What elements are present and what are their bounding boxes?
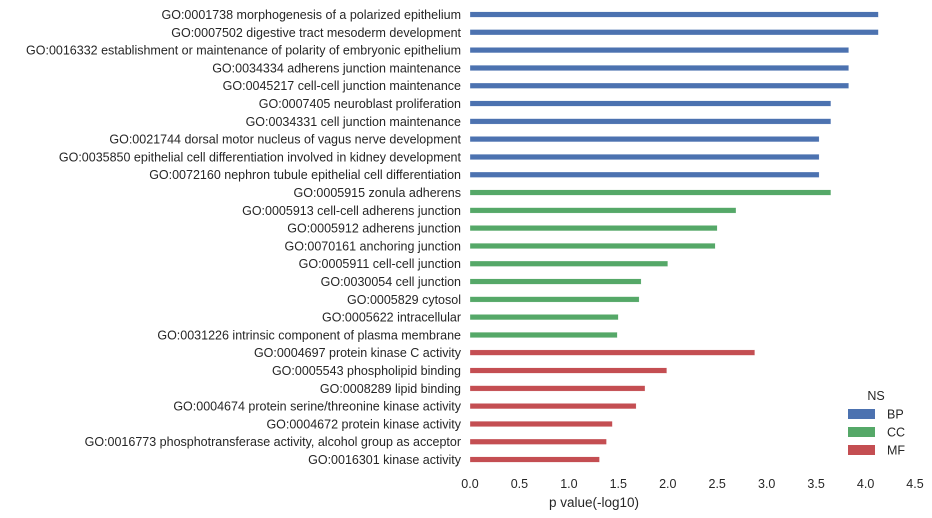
y-tick-label: GO:0005543 phospholipid binding (272, 364, 461, 378)
bar-10 (469, 171, 820, 178)
y-tick-label: GO:0016332 establishment or maintenance … (26, 44, 461, 58)
y-tick-label: GO:0005912 adherens junction (287, 222, 461, 236)
y-tick-label: GO:0005913 cell-cell adherens junction (242, 204, 461, 218)
y-tick-labels: GO:0001738 morphogenesis of a polarized … (26, 8, 462, 467)
y-tick-label: GO:0031226 intrinsic component of plasma… (157, 328, 461, 342)
x-tick-label: 0.0 (461, 477, 478, 491)
x-axis-label: p value(-log10) (549, 495, 639, 510)
bar-11 (469, 189, 832, 196)
y-tick-label: GO:0005829 cytosol (347, 293, 461, 307)
bar-21 (469, 367, 667, 374)
y-tick-label: GO:0016773 phosphotransferase activity, … (85, 435, 461, 449)
bar-23 (469, 403, 637, 410)
legend-swatch-bp (848, 409, 875, 419)
bar-5 (469, 82, 849, 89)
x-tick-label: 1.5 (610, 477, 627, 491)
bar-3 (469, 47, 849, 54)
x-tick-label: 2.5 (709, 477, 726, 491)
bar-12 (469, 207, 737, 214)
y-tick-label: GO:0005622 intracellular (322, 311, 461, 325)
legend-title: NS (867, 389, 884, 403)
x-tick-label: 0.5 (511, 477, 528, 491)
x-tick-label: 3.0 (758, 477, 775, 491)
bar-22 (469, 385, 646, 392)
bar-4 (469, 65, 849, 71)
bar-9 (469, 154, 820, 160)
x-tick-labels: 0.0 0.5 1.0 1.5 2.0 2.5 3.0 3.5 4.0 4.5 (461, 477, 923, 491)
y-tick-label: GO:0005915 zonula adherens (294, 186, 462, 200)
y-tick-label: GO:0001738 morphogenesis of a polarized … (162, 8, 462, 22)
bar-6 (469, 100, 832, 107)
bar-26 (469, 456, 600, 463)
y-tick-label: GO:0021744 dorsal motor nucleus of vagus… (109, 133, 461, 147)
bar-18 (469, 314, 619, 321)
bar-15 (469, 260, 668, 267)
bar-17 (469, 296, 640, 303)
legend-swatch-mf (848, 445, 875, 455)
y-tick-label: GO:0045217 cell-cell junction maintenanc… (223, 79, 461, 93)
x-tick-label: 2.0 (659, 477, 676, 491)
y-tick-label: GO:0004672 protein kinase activity (266, 417, 461, 431)
y-tick-label: GO:0034334 adherens junction maintenance (212, 61, 461, 75)
y-tick-label: GO:0016301 kinase activity (308, 453, 462, 467)
x-tick-label: 4.0 (857, 477, 874, 491)
bar-19 (469, 332, 618, 338)
legend-label-cc: CC (887, 426, 905, 440)
x-tick-label: 3.5 (807, 477, 824, 491)
legend-label-mf: MF (887, 444, 905, 458)
y-tick-label: GO:0007405 neuroblast proliferation (259, 97, 461, 111)
bar-13 (469, 225, 718, 232)
bar-16 (469, 278, 642, 285)
y-tick-label: GO:0035850 epithelial cell differentiati… (59, 150, 462, 164)
bar-8 (469, 136, 820, 143)
bar-14 (469, 243, 716, 249)
bar-2 (469, 29, 879, 36)
y-tick-label: GO:0070161 anchoring junction (284, 239, 461, 253)
legend-swatch-cc (848, 427, 875, 437)
bar-25 (469, 438, 607, 445)
y-tick-label: GO:0005911 cell-cell junction (299, 257, 461, 271)
y-tick-label: GO:0072160 nephron tubule epithelial cel… (149, 168, 461, 182)
bar-1 (469, 11, 879, 18)
bar-7 (469, 118, 832, 125)
y-tick-label: GO:0034331 cell junction maintenance (246, 115, 461, 129)
bar-20 (469, 349, 755, 356)
y-tick-label: GO:0030054 cell junction (321, 275, 461, 289)
y-tick-label: GO:0004674 protein serine/threonine kina… (173, 400, 461, 414)
y-tick-label: GO:0008289 lipid binding (320, 382, 461, 396)
legend: NS BP CC MF (848, 389, 905, 458)
bars-group (469, 11, 879, 463)
x-tick-label: 1.0 (560, 477, 577, 491)
x-tick-label: 4.5 (906, 477, 923, 491)
bar-24 (469, 421, 613, 427)
y-tick-label: GO:0004697 protein kinase C activity (254, 346, 462, 360)
legend-label-bp: BP (887, 408, 904, 422)
y-tick-label: GO:0007502 digestive tract mesoderm deve… (171, 26, 461, 40)
